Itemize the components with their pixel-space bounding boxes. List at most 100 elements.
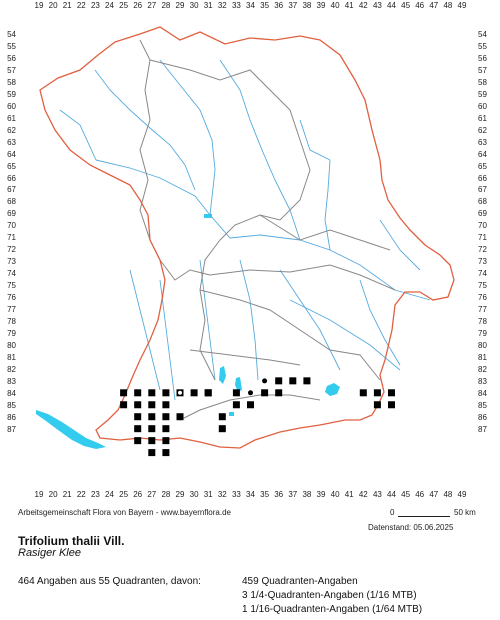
y-tick-left: 56	[7, 53, 16, 63]
x-tick-top: 27	[147, 1, 157, 10]
data-date: Datenstand: 05.06.2025	[368, 523, 454, 532]
y-tick-right: 62	[478, 125, 487, 135]
x-tick-bottom: 31	[203, 490, 213, 499]
y-tick-right: 77	[478, 305, 487, 315]
occurrence-square	[232, 389, 240, 397]
y-tick-left: 76	[7, 293, 16, 303]
lake-starnberg	[235, 377, 242, 392]
y-tick-right: 84	[478, 388, 487, 398]
y-tick-left: 74	[7, 269, 16, 279]
x-tick-top: 28	[161, 1, 171, 10]
y-tick-right: 75	[478, 281, 487, 291]
x-tick-bottom: 42	[358, 490, 368, 499]
x-tick-bottom: 45	[401, 490, 411, 499]
y-tick-left: 78	[7, 317, 16, 327]
occurrence-open-circle	[177, 389, 183, 396]
x-tick-top: 39	[316, 1, 326, 10]
x-tick-bottom: 21	[62, 490, 72, 499]
x-tick-bottom: 48	[443, 490, 453, 499]
y-tick-right: 64	[478, 149, 487, 159]
y-tick-right: 83	[478, 376, 487, 386]
x-tick-bottom: 22	[76, 490, 86, 499]
y-tick-right: 68	[478, 197, 487, 207]
occurrence-square	[162, 449, 170, 457]
x-tick-bottom: 47	[429, 490, 439, 499]
species-common-name: Rasiger Klee	[18, 547, 81, 559]
x-tick-bottom: 41	[344, 490, 354, 499]
x-tick-top: 35	[260, 1, 270, 10]
x-tick-top: 38	[302, 1, 312, 10]
occurrence-square	[162, 389, 170, 397]
y-tick-right: 78	[478, 317, 487, 327]
occurrence-square	[120, 401, 128, 409]
occurrence-square	[388, 401, 395, 409]
x-tick-bottom: 19	[34, 490, 44, 499]
occurrence-square	[162, 401, 170, 409]
occurrence-square	[261, 389, 269, 397]
x-tick-bottom: 43	[372, 490, 382, 499]
x-tick-top: 20	[48, 1, 58, 10]
y-tick-right: 66	[478, 173, 487, 183]
occurrence-markers	[120, 377, 395, 457]
y-tick-left: 67	[7, 185, 16, 195]
y-tick-left: 82	[7, 364, 16, 374]
x-tick-bottom: 44	[387, 490, 396, 499]
lake-chiemsee	[325, 383, 340, 396]
occurrence-square	[218, 413, 226, 421]
x-tick-top: 26	[133, 1, 143, 10]
y-tick-left: 71	[7, 233, 16, 243]
occurrence-square	[134, 425, 142, 433]
x-tick-bottom: 37	[288, 490, 298, 499]
x-tick-bottom: 20	[48, 490, 58, 499]
y-tick-right: 72	[478, 245, 487, 255]
occurrence-square	[190, 389, 198, 397]
occurrence-square	[134, 401, 142, 409]
x-tick-top: 45	[401, 1, 411, 10]
x-tick-top: 36	[274, 1, 284, 10]
y-tick-left: 66	[7, 173, 16, 183]
occurrence-square	[162, 425, 170, 433]
x-tick-bottom: 33	[231, 490, 241, 499]
x-tick-bottom: 25	[119, 490, 129, 499]
y-tick-left: 86	[7, 412, 16, 422]
x-tick-top: 30	[189, 1, 199, 10]
credit-text: Arbeitsgemeinschaft Flora von Bayern - w…	[18, 508, 231, 517]
x-tick-bottom: 29	[175, 490, 185, 499]
x-tick-top: 25	[119, 1, 129, 10]
stat-line3: 1 1/16-Quadranten-Angaben (1/64 MTB)	[242, 604, 423, 615]
lake-alpine	[229, 412, 234, 416]
y-tick-left: 70	[7, 221, 16, 231]
lake-constance	[36, 410, 106, 449]
y-tick-left: 59	[7, 89, 16, 99]
occurrence-square	[388, 389, 395, 397]
x-tick-bottom: 36	[274, 490, 284, 499]
x-tick-top: 44	[387, 1, 396, 10]
x-tick-top: 34	[246, 1, 255, 10]
y-tick-left: 85	[7, 400, 16, 410]
x-tick-bottom: 32	[217, 490, 227, 499]
y-tick-right: 81	[478, 352, 487, 362]
y-tick-right: 73	[478, 257, 487, 267]
x-tick-bottom: 27	[147, 490, 157, 499]
y-tick-right: 70	[478, 221, 487, 231]
occurrence-square	[134, 437, 142, 445]
y-tick-right: 76	[478, 293, 487, 303]
occurrence-square	[120, 389, 128, 397]
y-tick-left: 65	[7, 161, 16, 171]
y-tick-left: 63	[7, 137, 16, 147]
x-tick-top: 29	[175, 1, 185, 10]
x-tick-top: 21	[62, 1, 72, 10]
occurrence-square	[359, 389, 367, 397]
y-tick-right: 86	[478, 412, 487, 422]
occurrence-dot	[248, 390, 253, 396]
occurrence-square	[148, 389, 156, 397]
y-tick-left: 58	[7, 77, 16, 87]
occurrence-square	[303, 377, 311, 385]
y-tick-right: 59	[478, 89, 487, 99]
y-tick-left: 68	[7, 197, 16, 207]
y-tick-left: 62	[7, 125, 16, 135]
stat-line2: 3 1/4-Quadranten-Angaben (1/16 MTB)	[242, 590, 417, 601]
x-tick-bottom: 26	[133, 490, 143, 499]
x-tick-bottom: 35	[260, 490, 270, 499]
y-tick-right: 56	[478, 53, 487, 63]
